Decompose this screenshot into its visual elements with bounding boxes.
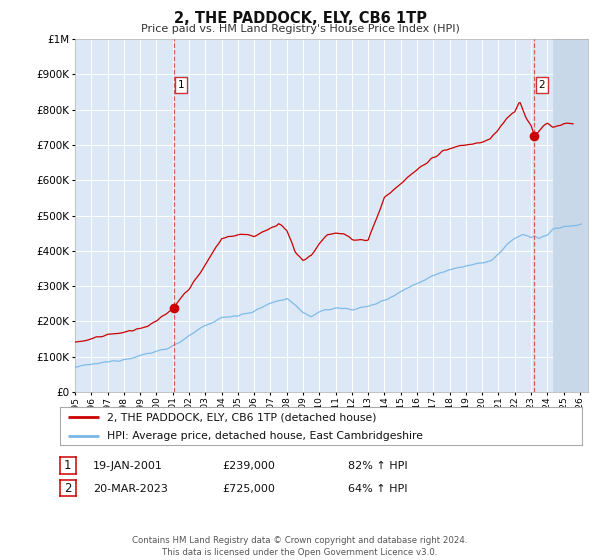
Text: 19-JAN-2001: 19-JAN-2001: [93, 461, 163, 472]
Text: 1: 1: [64, 459, 71, 472]
Text: 64% ↑ HPI: 64% ↑ HPI: [348, 484, 407, 494]
Text: 2, THE PADDOCK, ELY, CB6 1TP: 2, THE PADDOCK, ELY, CB6 1TP: [173, 11, 427, 26]
Text: 2: 2: [64, 482, 71, 494]
Bar: [75, 39, 553, 392]
Bar: [553, 39, 588, 392]
Text: 20-MAR-2023: 20-MAR-2023: [93, 484, 168, 494]
Text: 2: 2: [538, 80, 545, 90]
Text: 82% ↑ HPI: 82% ↑ HPI: [348, 461, 407, 472]
Text: HPI: Average price, detached house, East Cambridgeshire: HPI: Average price, detached house, East…: [107, 431, 423, 441]
Text: £239,000: £239,000: [222, 461, 275, 472]
Text: 2, THE PADDOCK, ELY, CB6 1TP (detached house): 2, THE PADDOCK, ELY, CB6 1TP (detached h…: [107, 412, 376, 422]
Text: Contains HM Land Registry data © Crown copyright and database right 2024.
This d: Contains HM Land Registry data © Crown c…: [132, 536, 468, 557]
Text: Price paid vs. HM Land Registry's House Price Index (HPI): Price paid vs. HM Land Registry's House …: [140, 24, 460, 34]
Text: 1: 1: [178, 80, 184, 90]
Text: £725,000: £725,000: [222, 484, 275, 494]
